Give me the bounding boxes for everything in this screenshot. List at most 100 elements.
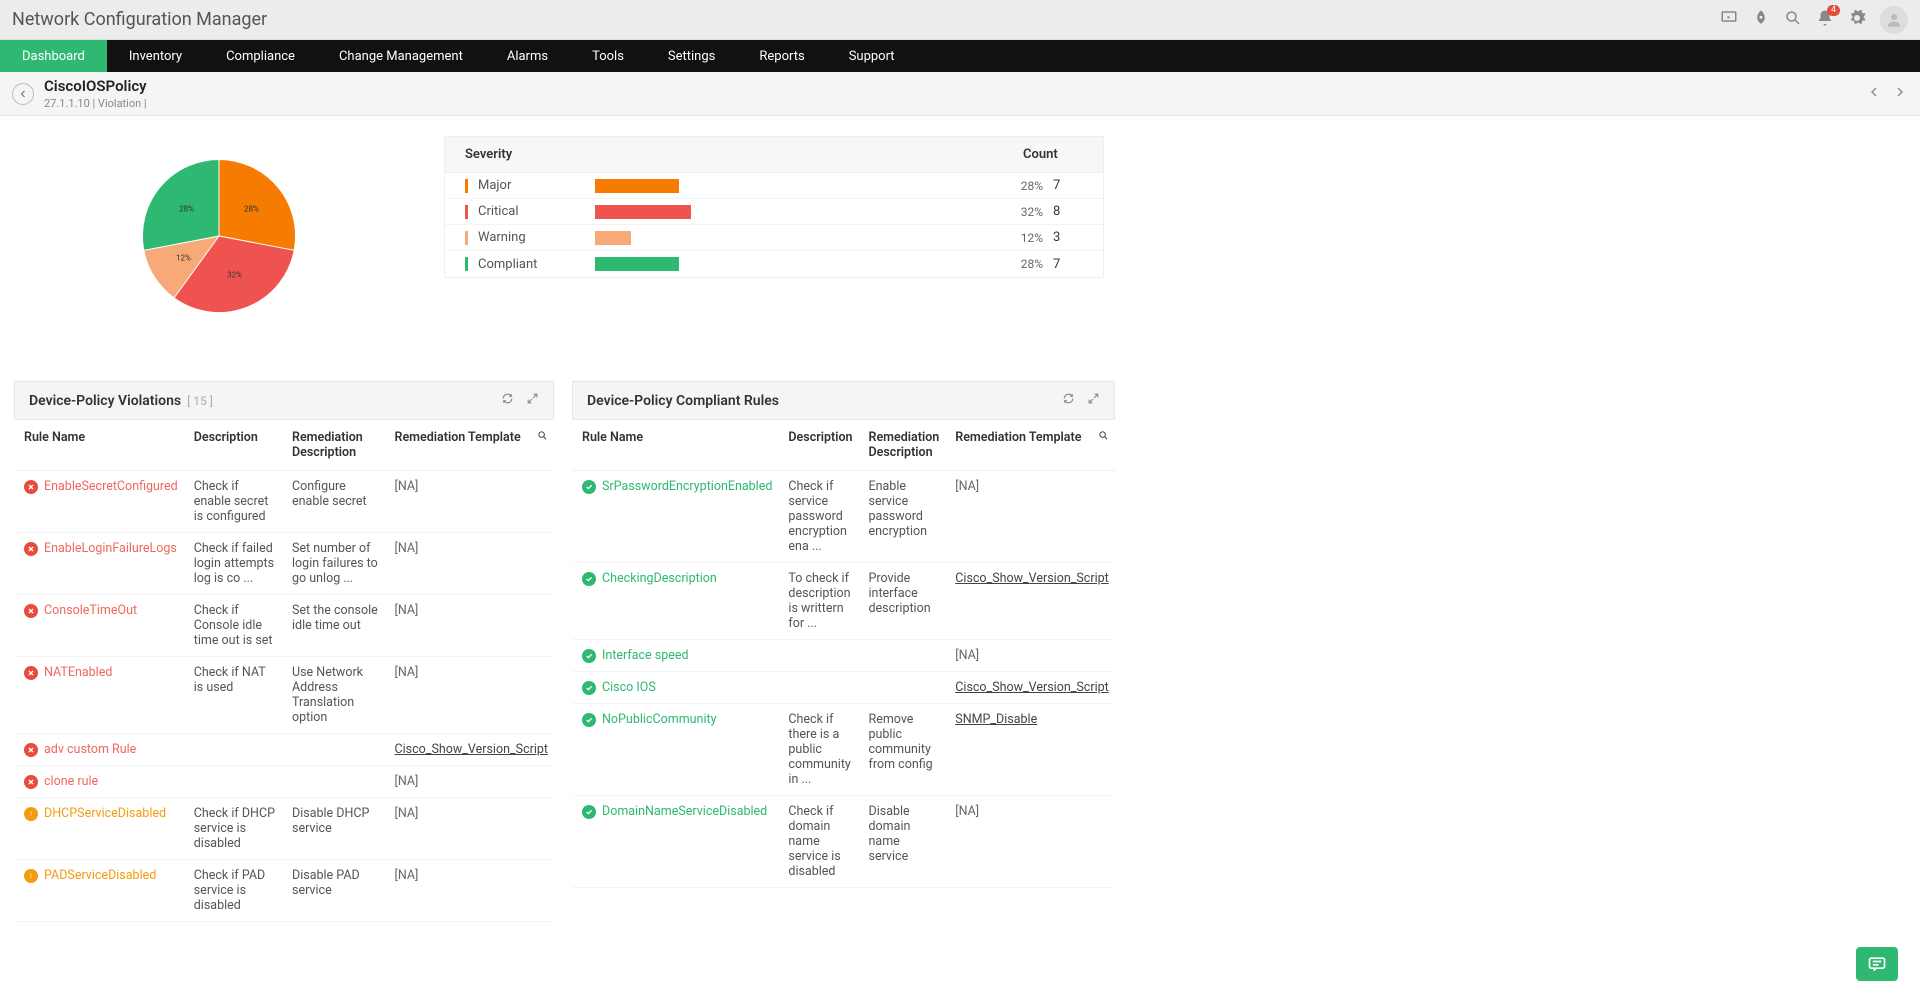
table-row: adv custom Rule Cisco_Show_Version_Scrip… xyxy=(14,734,554,766)
status-icon xyxy=(582,805,596,819)
severity-row: Compliant 28% 7 xyxy=(445,251,1103,277)
prev-icon[interactable] xyxy=(1866,84,1882,104)
refresh-icon[interactable] xyxy=(501,392,514,409)
refresh-icon[interactable] xyxy=(1062,392,1075,409)
chat-fab[interactable] xyxy=(1856,947,1898,981)
page-header: CiscoIOSPolicy 27.1.1.10 | Violation | xyxy=(0,72,1920,116)
template-na: [NA] xyxy=(395,541,419,556)
pie-chart: 28%32%12%28% xyxy=(14,136,424,326)
gear-icon[interactable] xyxy=(1848,9,1866,31)
table-row: EnableLoginFailureLogs Check if failed l… xyxy=(14,533,554,595)
notification-badge: 4 xyxy=(1827,5,1840,16)
table-header: Rule Name xyxy=(572,420,778,471)
nav-item-support[interactable]: Support xyxy=(827,40,917,72)
search-icon[interactable] xyxy=(1098,430,1109,445)
svg-text:12%: 12% xyxy=(176,253,191,263)
nav-item-dashboard[interactable]: Dashboard xyxy=(0,40,107,72)
page-title: CiscoIOSPolicy xyxy=(44,77,147,95)
nav-item-reports[interactable]: Reports xyxy=(737,40,826,72)
status-icon xyxy=(24,869,38,883)
table-header: Remediation Template xyxy=(385,420,555,471)
rule-description: Check if Console idle time out is set xyxy=(184,595,282,657)
rule-description: Check if failed login attempts log is co… xyxy=(184,533,282,595)
rule-description: Check if domain name service is disabled xyxy=(778,796,858,888)
rule-name[interactable]: DHCPServiceDisabled xyxy=(24,806,178,821)
rule-name[interactable]: Cisco IOS xyxy=(582,680,772,695)
next-icon[interactable] xyxy=(1892,84,1908,104)
rule-description: Check if service password encryption ena… xyxy=(778,471,858,563)
topbar-icons: 4 xyxy=(1720,6,1908,34)
remediation-description: Use Network Address Translation option xyxy=(282,657,385,734)
template-link[interactable]: SNMP_Disable xyxy=(955,712,1037,727)
template-na: [NA] xyxy=(955,648,979,663)
rule-name[interactable]: adv custom Rule xyxy=(24,742,178,757)
table-row: ConsoleTimeOut Check if Console idle tim… xyxy=(14,595,554,657)
rule-name[interactable]: EnableSecretConfigured xyxy=(24,479,178,494)
template-na: [NA] xyxy=(395,774,419,789)
remediation-description: Enable service password encryption xyxy=(859,471,946,563)
template-na: [NA] xyxy=(395,806,419,821)
rule-name[interactable]: ConsoleTimeOut xyxy=(24,603,178,618)
rule-name[interactable]: clone rule xyxy=(24,774,178,789)
nav-item-settings[interactable]: Settings xyxy=(646,40,737,72)
remediation-description: Disable DHCP service xyxy=(282,798,385,860)
rocket-icon[interactable] xyxy=(1752,9,1770,31)
status-icon xyxy=(582,681,596,695)
table-row: Interface speed [NA] xyxy=(572,640,1115,672)
table-header: Description xyxy=(778,420,858,471)
back-button[interactable] xyxy=(12,83,34,105)
table-row: Cisco IOS Cisco_Show_Version_Script xyxy=(572,672,1115,704)
violations-panel: Device-Policy Violations [ 15 ] Rule Nam… xyxy=(14,381,554,922)
nav-item-change-management[interactable]: Change Management xyxy=(317,40,485,72)
table-header: Rule Name xyxy=(14,420,184,471)
template-link[interactable]: Cisco_Show_Version_Script xyxy=(955,571,1108,586)
topbar: Network Configuration Manager 4 xyxy=(0,0,1920,40)
remediation-description xyxy=(859,672,946,704)
search-icon[interactable] xyxy=(537,430,548,445)
status-icon xyxy=(582,572,596,586)
rule-name[interactable]: SrPasswordEncryptionEnabled xyxy=(582,479,772,494)
table-header: Remediation Template xyxy=(945,420,1114,471)
rule-description xyxy=(778,672,858,704)
remediation-description: Disable PAD service xyxy=(282,860,385,922)
rule-name[interactable]: NoPublicCommunity xyxy=(582,712,772,727)
slideshow-icon[interactable] xyxy=(1720,9,1738,31)
expand-icon[interactable] xyxy=(526,392,539,409)
remediation-description xyxy=(859,640,946,672)
pager xyxy=(1866,84,1908,104)
main-nav: DashboardInventoryComplianceChange Manag… xyxy=(0,40,1920,72)
rule-name[interactable]: DomainNameServiceDisabled xyxy=(582,804,772,819)
rule-description xyxy=(778,640,858,672)
table-header: Description xyxy=(184,420,282,471)
nav-item-tools[interactable]: Tools xyxy=(570,40,646,72)
template-link[interactable]: Cisco_Show_Version_Script xyxy=(395,742,548,757)
template-na: [NA] xyxy=(395,868,419,883)
expand-icon[interactable] xyxy=(1087,392,1100,409)
svg-text:28%: 28% xyxy=(244,203,259,213)
rule-description: Check if PAD service is disabled xyxy=(184,860,282,922)
table-row: DHCPServiceDisabled Check if DHCP servic… xyxy=(14,798,554,860)
template-na: [NA] xyxy=(395,479,419,494)
rule-description: To check if description is writtern for … xyxy=(778,563,858,640)
rule-name[interactable]: PADServiceDisabled xyxy=(24,868,178,883)
status-icon xyxy=(24,807,38,821)
nav-item-inventory[interactable]: Inventory xyxy=(107,40,204,72)
status-icon xyxy=(24,775,38,789)
avatar[interactable] xyxy=(1880,6,1908,34)
nav-item-compliance[interactable]: Compliance xyxy=(204,40,317,72)
template-na: [NA] xyxy=(395,665,419,680)
rule-name[interactable]: Interface speed xyxy=(582,648,772,663)
rule-name[interactable]: NATEnabled xyxy=(24,665,178,680)
rule-name[interactable]: EnableLoginFailureLogs xyxy=(24,541,178,556)
bell-icon[interactable]: 4 xyxy=(1816,9,1834,31)
compliant-panel: Device-Policy Compliant Rules Rule NameD… xyxy=(572,381,1115,922)
search-icon[interactable] xyxy=(1784,9,1802,31)
nav-item-alarms[interactable]: Alarms xyxy=(485,40,570,72)
remediation-description: Configure enable secret xyxy=(282,471,385,533)
table-header: Remediation Description xyxy=(859,420,946,471)
template-link[interactable]: Cisco_Show_Version_Script xyxy=(955,680,1108,695)
rule-name[interactable]: CheckingDescription xyxy=(582,571,772,586)
table-row: EnableSecretConfigured Check if enable s… xyxy=(14,471,554,533)
template-na: [NA] xyxy=(395,603,419,618)
status-icon xyxy=(582,713,596,727)
